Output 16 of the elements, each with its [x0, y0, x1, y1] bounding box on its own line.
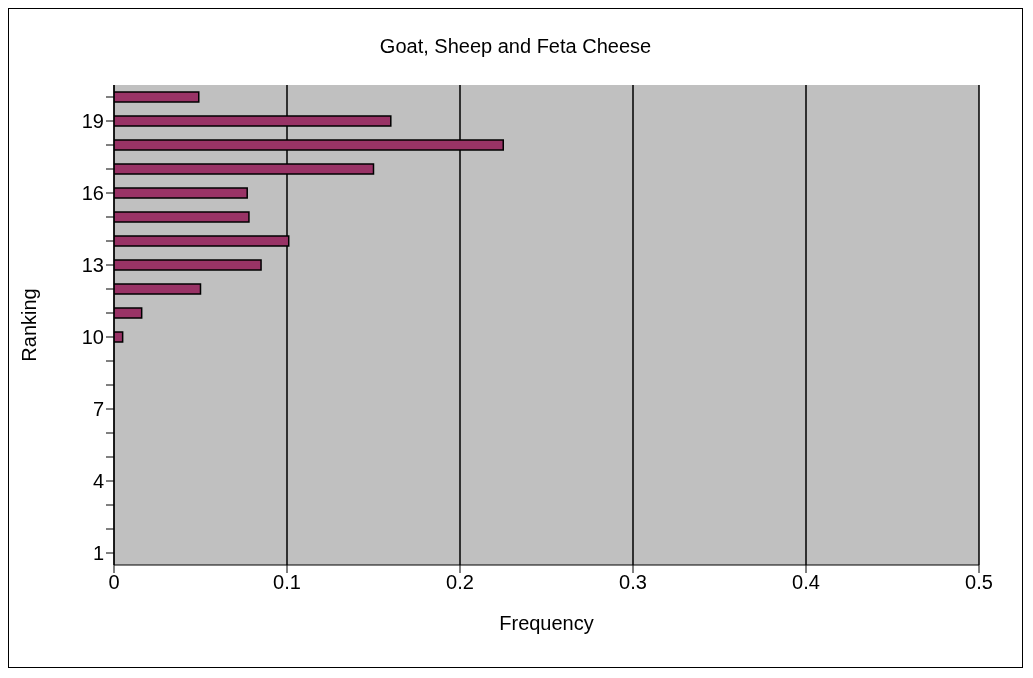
y-tick-label: 1: [92, 542, 104, 565]
x-tick-label: 0.5: [965, 571, 993, 594]
y-tick-label: 13: [81, 254, 104, 277]
y-tick-label: 19: [81, 110, 104, 133]
x-axis-title: Frequency: [499, 612, 594, 634]
y-axis-title: Ranking: [18, 288, 41, 362]
x-tick-label: 0.3: [619, 571, 647, 594]
x-tick-label: 0.1: [273, 571, 301, 594]
y-tick-label: 16: [81, 182, 104, 205]
y-tick-label: 10: [81, 326, 104, 349]
y-tick-label: 4: [92, 470, 104, 493]
chart-title: Goat, Sheep and Feta Cheese: [378, 34, 653, 59]
x-tick-label: 0.4: [792, 571, 820, 594]
y-tick-label: 7: [92, 398, 104, 421]
x-tick-label: 0: [108, 571, 120, 594]
x-tick-label: 0.2: [446, 571, 474, 594]
